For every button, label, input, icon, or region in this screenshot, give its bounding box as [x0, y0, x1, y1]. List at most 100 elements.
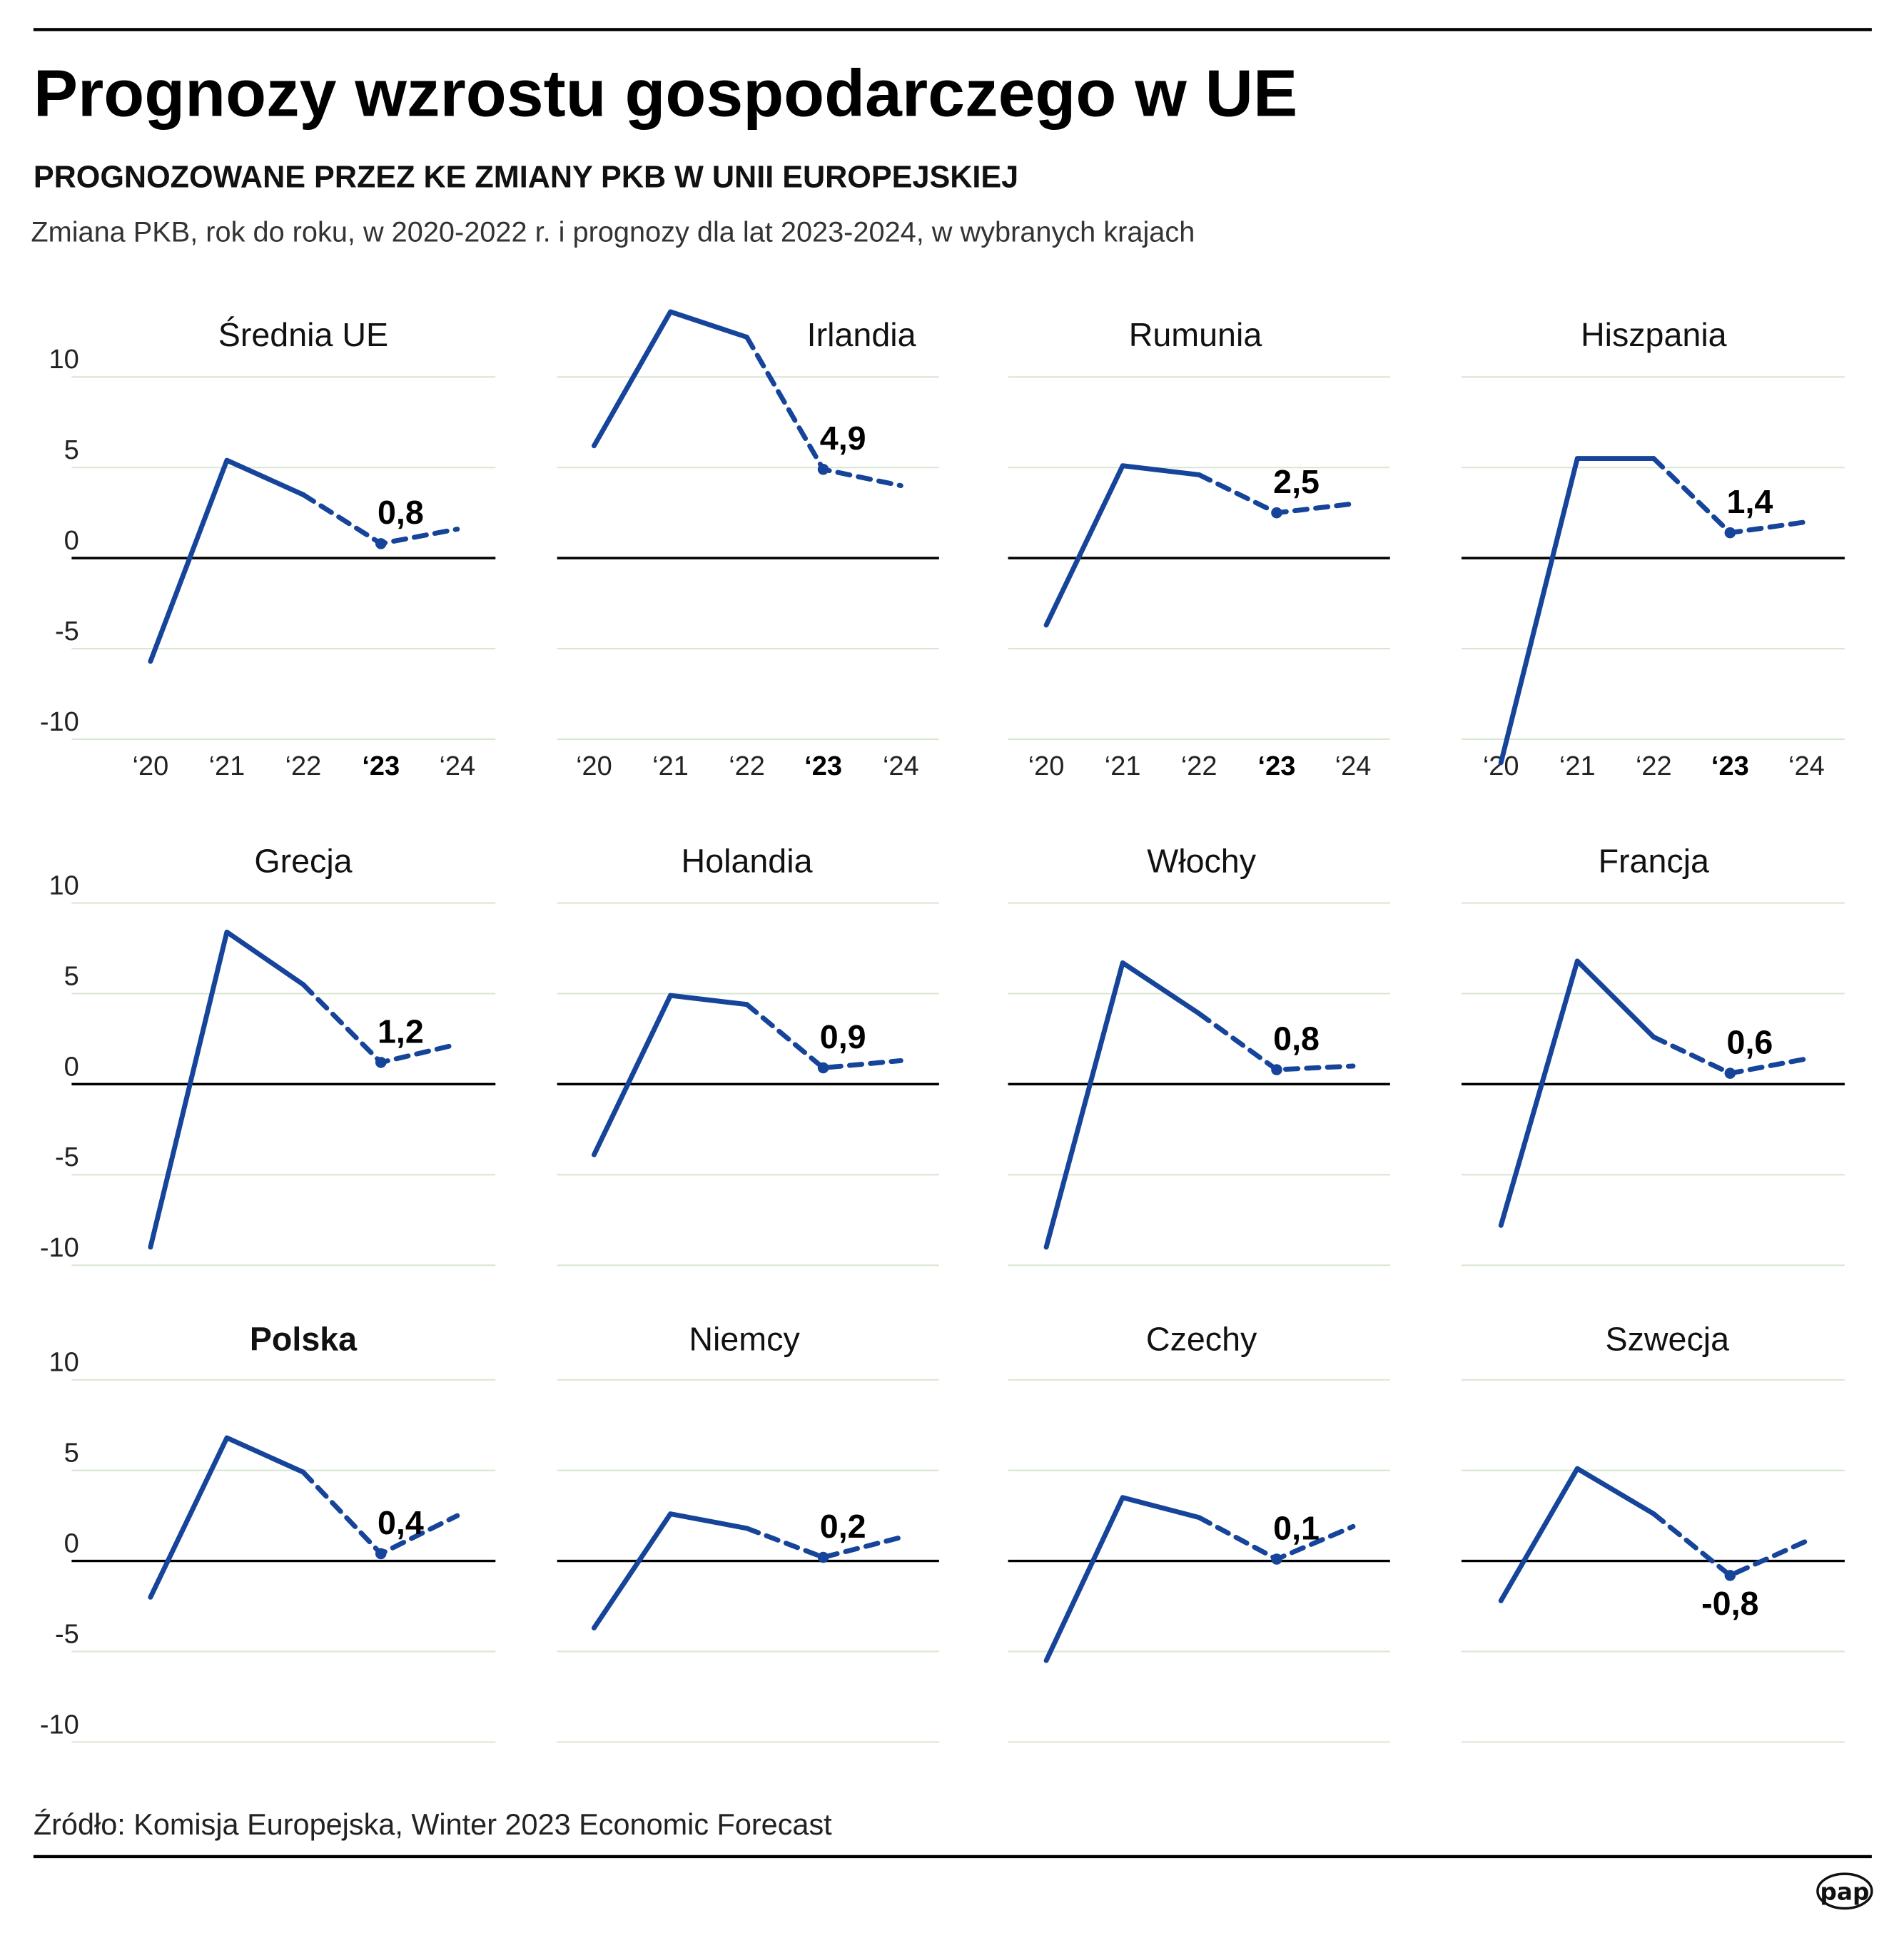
y-tick-label: -10 [40, 1710, 79, 1740]
forecast-line [744, 335, 903, 489]
chart-subtitle: PROGNOZOWANE PRZEZ KE ZMIANY PKB W UNII … [34, 160, 1018, 194]
panel-francja: Francja 0,6 [1461, 842, 1845, 1267]
panel-title: Francja [1599, 842, 1709, 879]
value-label: 2,5 [1273, 463, 1320, 500]
forecast-line [744, 1002, 903, 1071]
actual-line [148, 929, 306, 1250]
value-label: 0,6 [1727, 1024, 1773, 1061]
y-tick-label: 10 [49, 871, 79, 900]
panel-title: Polska [250, 1320, 358, 1357]
x-tick-label: ‘22 [729, 751, 765, 781]
chart-description: Zmiana PKB, rok do roku, w 2020-2022 r. … [31, 216, 1195, 248]
y-tick-label: -5 [55, 1142, 79, 1172]
y-tick-label: 5 [64, 1439, 79, 1468]
highlight-point [817, 464, 829, 475]
actual-line [148, 457, 306, 664]
panel-rumunia: Rumunia ‘20 ‘21 ‘22 ‘23 ‘24 2,5 [1008, 316, 1390, 781]
x-tick-label: ‘23 [804, 751, 842, 781]
actual-line [1043, 960, 1202, 1250]
panel-title: Szwecja [1605, 1320, 1729, 1357]
actual-line [591, 993, 749, 1157]
y-tick-label: -5 [55, 1619, 79, 1649]
highlight-point [375, 1548, 387, 1560]
panel-polska: 10 5 0 -5 -10 Polska 0,4 [40, 1320, 496, 1743]
panel-title: Holandia [682, 842, 813, 879]
panel-title: Średnia UE [218, 316, 388, 353]
highlight-point [1271, 1064, 1282, 1075]
value-label: 0,9 [820, 1018, 866, 1055]
y-tick-label: 5 [64, 961, 79, 991]
actual-line [591, 1511, 749, 1630]
value-label: 0,1 [1273, 1509, 1320, 1546]
x-tick-label: ‘24 [439, 751, 475, 781]
x-tick-label: ‘21 [1105, 751, 1141, 781]
x-tick-label: ‘24 [883, 751, 919, 781]
highlight-point [375, 538, 387, 549]
panel-title: Włochy [1147, 842, 1256, 879]
source-note: Źródło: Komisja Europejska, Winter 2023 … [34, 1807, 832, 1841]
x-tick-label: ‘24 [1335, 751, 1372, 781]
value-label: 0,8 [378, 494, 424, 531]
x-tick-label: ‘22 [1636, 751, 1672, 781]
svg-text:pap: pap [1820, 1878, 1869, 1905]
highlight-point [817, 1062, 829, 1074]
x-tick-label: ‘21 [652, 751, 689, 781]
panel-title: Czechy [1146, 1320, 1257, 1357]
value-label: 1,2 [378, 1013, 424, 1050]
highlight-point [1271, 507, 1282, 519]
highlight-point [375, 1057, 387, 1068]
actual-line [1498, 958, 1656, 1228]
panel-czechy: Czechy 0,1 [1008, 1320, 1390, 1743]
page-title: Prognozy wzrostu gospodarczego w UE [34, 56, 1297, 130]
value-label: 1,4 [1727, 483, 1773, 520]
y-tick-label: 0 [64, 1528, 79, 1558]
panel-szwecja: Szwecja -0,8 [1461, 1320, 1845, 1743]
x-tick-label: ‘21 [209, 751, 245, 781]
x-tick-label: ‘22 [1181, 751, 1217, 781]
y-tick-label: 10 [49, 345, 79, 375]
panel-grecja: 10 5 0 -5 -10 Grecja 1,2 [40, 842, 496, 1267]
panel-title: Irlandia [807, 316, 916, 353]
y-tick-label: 10 [49, 1348, 79, 1378]
actual-line [1043, 1495, 1202, 1663]
value-label: -0,8 [1701, 1585, 1758, 1622]
actual-line [1498, 456, 1656, 766]
pap-logo: pap [1816, 1872, 1873, 1910]
panel-średnia-ue: 10 5 0 -5 -10 Średnia UE ‘20 ‘21 ‘22 ‘23 ‘24 0,8 [40, 316, 496, 781]
x-tick-label: ‘22 [285, 751, 322, 781]
value-label: 0,4 [378, 1504, 424, 1541]
highlight-point [817, 1551, 829, 1563]
panel-title: Grecja [254, 842, 352, 879]
panel-włochy: Włochy 0,8 [1008, 842, 1390, 1267]
panel-niemcy: Niemcy 0,2 [557, 1320, 939, 1743]
panel-title: Rumunia [1129, 316, 1262, 353]
x-tick-label: ‘21 [1559, 751, 1596, 781]
x-tick-label: ‘20 [133, 751, 169, 781]
actual-line [1043, 463, 1202, 628]
x-tick-label: ‘23 [362, 751, 400, 781]
y-tick-label: -5 [55, 617, 79, 646]
panel-title: Niemcy [689, 1320, 800, 1357]
forecast-line [1651, 1511, 1809, 1578]
x-tick-label: ‘23 [1711, 751, 1749, 781]
y-tick-label: -10 [40, 707, 79, 737]
value-label: 4,9 [820, 420, 866, 457]
x-tick-label: ‘20 [576, 751, 612, 781]
panel-hiszpania: Hiszpania‘20 ‘21 ‘22 ‘23 ‘241,4 [1461, 316, 1845, 781]
y-tick-label: -10 [40, 1233, 79, 1263]
y-tick-label: 0 [64, 526, 79, 556]
actual-line [591, 309, 749, 449]
actual-line [1498, 1466, 1656, 1603]
small-multiples: 10 5 0 -5 -10 Średnia UE ‘20 ‘21 ‘22 ‘23 ‘24 0,8 Irl… [40, 309, 1845, 1743]
value-label: 0,2 [820, 1508, 866, 1545]
panel-title: Hiszpania [1581, 316, 1727, 353]
y-tick-label: 0 [64, 1052, 79, 1082]
x-tick-label: ‘24 [1788, 751, 1825, 781]
value-label: 0,8 [1273, 1020, 1320, 1057]
panel-holandia: Holandia 0,9 [557, 842, 939, 1267]
actual-line [148, 1435, 306, 1600]
highlight-point [1724, 1570, 1736, 1581]
panel-irlandia: Irlandia ‘20 ‘21 ‘22 ‘23 ‘24 4,9 [557, 309, 939, 781]
highlight-point [1271, 1553, 1282, 1565]
